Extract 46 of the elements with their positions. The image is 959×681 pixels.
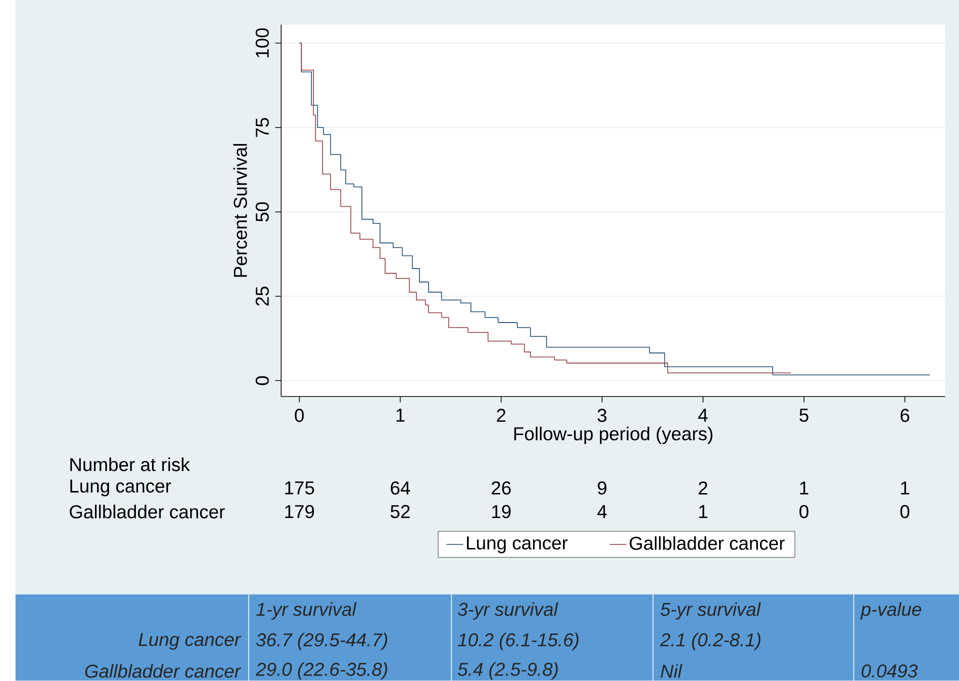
text: 0: [799, 505, 808, 518]
x-tick-label: 6: [900, 408, 910, 422]
text: 1: [901, 482, 910, 494]
text: 3-yr survival: [458, 602, 558, 620]
text: 10.2 (6.1-15.6): [458, 632, 578, 650]
text: 175: [285, 482, 314, 495]
x-tick-label: 4: [698, 408, 708, 422]
x-tick-label: 3: [598, 408, 606, 422]
y-tick-label: 50: [256, 202, 269, 222]
y-tick-label: 0: [256, 376, 269, 386]
legend-label: Lung cancer: [467, 536, 568, 554]
text: 5-yr survival: [660, 602, 761, 620]
text: Nil: [660, 664, 682, 678]
x-tick-label: 0: [294, 408, 304, 422]
x-tick-label: 2: [496, 408, 506, 422]
y-tick-label: 75: [256, 118, 269, 138]
text: 36.7 (29.5-44.7): [256, 632, 388, 650]
text: 64: [390, 481, 410, 495]
y-axis-title: Percent Survival: [233, 144, 247, 277]
text: Lung cancer: [138, 633, 242, 650]
y-tick-label: 25: [256, 286, 269, 306]
text: 5.4 (2.5-9.8): [458, 662, 558, 680]
text: Gallbladder cancer: [70, 504, 225, 519]
text: 0: [900, 505, 910, 518]
text: 2: [698, 482, 708, 495]
text: Gallbladder cancer: [85, 664, 242, 678]
text: 9: [598, 481, 606, 495]
text: 19: [492, 505, 511, 518]
text: 29.0 (22.6-35.8): [256, 662, 388, 680]
text: 1-yr survival: [256, 602, 357, 620]
x-tick-label: 5: [800, 408, 808, 422]
legend-label: Gallbladder cancer: [630, 536, 785, 550]
text: Number at risk: [70, 458, 190, 472]
text: p-value: [860, 602, 922, 620]
text: 1: [800, 482, 808, 494]
text: 179: [285, 505, 314, 518]
text: 4: [597, 505, 607, 518]
text: 0.0493: [862, 664, 918, 678]
text: 26: [492, 481, 511, 495]
x-axis-title: Follow-up period (years): [514, 426, 712, 444]
text: 2.1 (0.2-8.1): [660, 632, 760, 650]
text: Lung cancer: [70, 480, 171, 496]
x-tick-label: 1: [396, 408, 405, 422]
text: 52: [390, 505, 410, 518]
text: 1: [699, 505, 708, 518]
y-tick-label: 100: [256, 28, 269, 58]
